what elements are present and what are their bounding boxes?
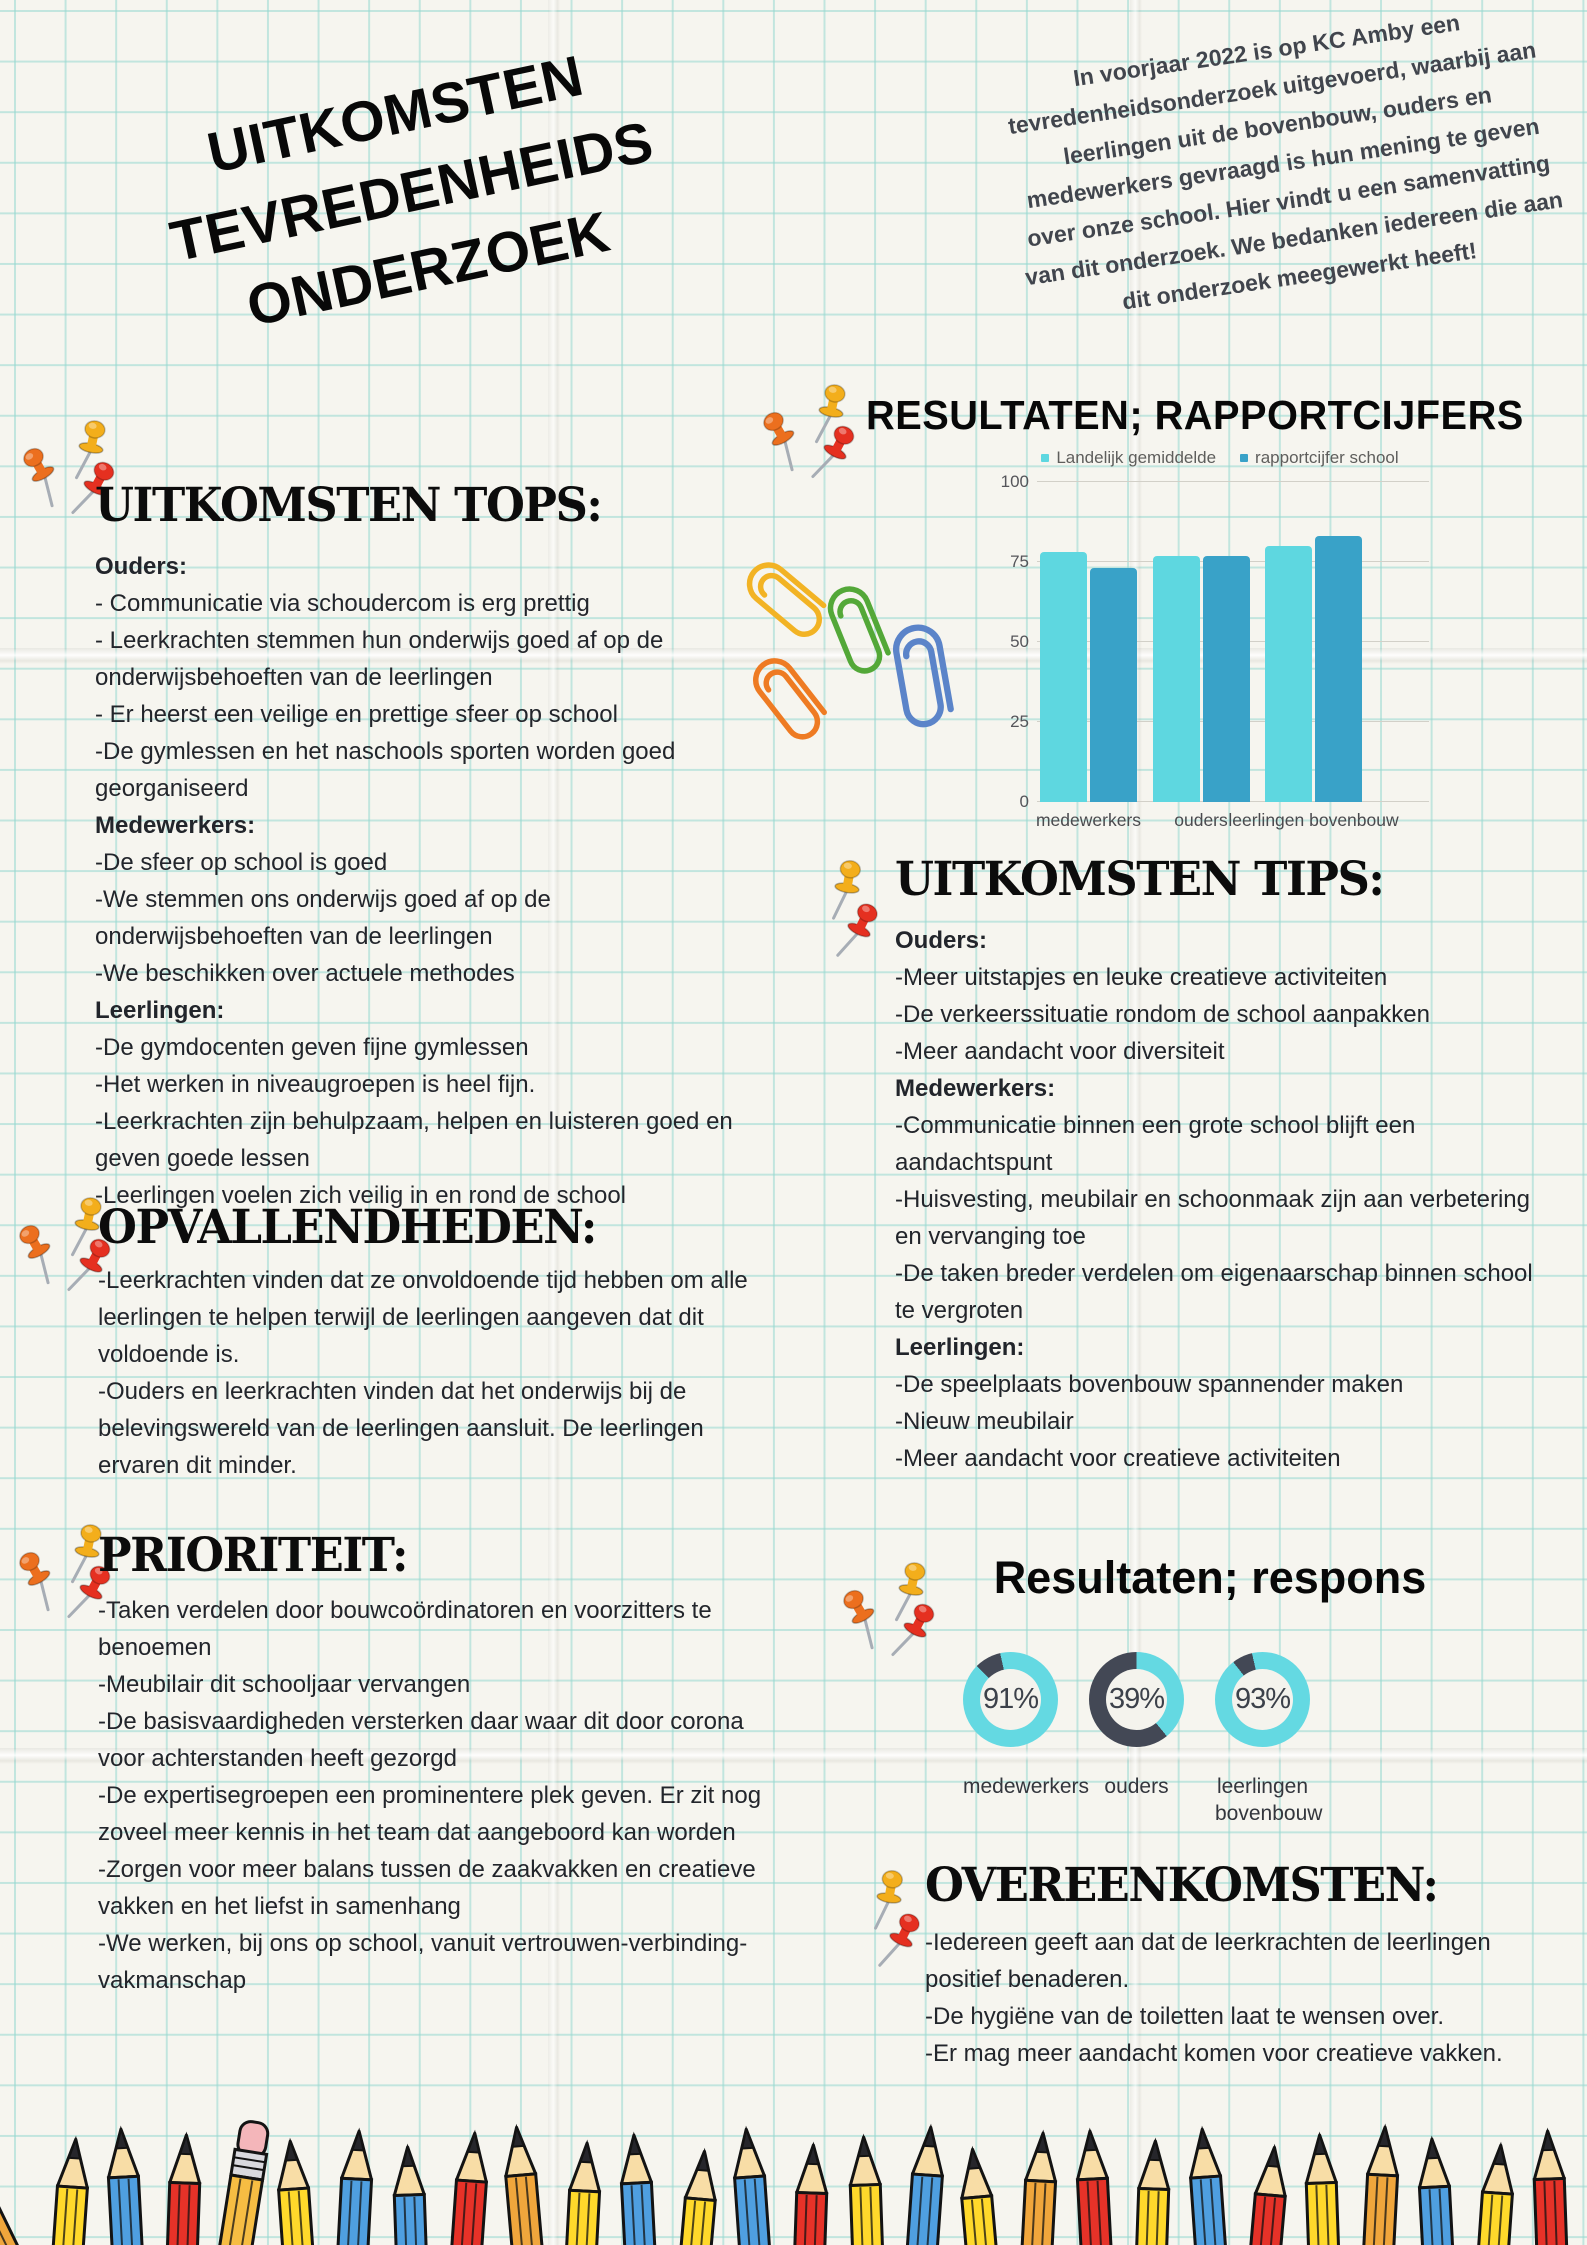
list-item: -Taken verdelen door bouwcoördinatoren e… [98, 1597, 712, 1661]
list-item: -Leerkrachten vinden dat ze onvoldoende … [98, 1267, 748, 1368]
list-item: -De expertisegroepen een prominentere pl… [98, 1782, 762, 1846]
list-item: -De hygiëne van de toiletten laat te wen… [925, 2003, 1444, 2030]
donut: 93% [1215, 1652, 1310, 1747]
list-item: -Leerlingen voelen zich veilig in en ron… [95, 1182, 626, 1209]
list-item: -Communicatie binnen een grote school bl… [895, 1112, 1416, 1176]
list-item: -Meubilair dit schooljaar vervangen [98, 1671, 471, 1698]
tips-list: Ouders: -Meer uitstapjes en leuke creatie… [895, 922, 1555, 1477]
list-item: -Er mag meer aandacht komen voor creatie… [925, 2040, 1503, 2067]
list-item: -De basisvaardigheden versterken daar wa… [98, 1708, 744, 1772]
prioriteit-list: -Taken verdelen door bouwcoördinatoren e… [98, 1592, 788, 1999]
respons-heading: Resultaten; respons [993, 1552, 1427, 1603]
list-item: - Leerkrachten stemmen hun onderwijs goe… [95, 627, 664, 691]
list-item: - Er heerst een veilige en prettige sfee… [95, 701, 618, 728]
list-item: Leerlingen: [95, 997, 225, 1024]
list-item: Ouders: [895, 927, 988, 954]
list-item: -De speelplaats bovenbouw spannender mak… [895, 1371, 1404, 1398]
overeenkomsten-list: -Iedereen geeft aan dat de leerkrachten … [925, 1924, 1565, 2072]
tips-heading: UITKOMSTEN TIPS: [895, 852, 1385, 907]
list-item: Medewerkers: [95, 812, 256, 839]
page-title: UITKOMSTEN TEVREDENHEIDS ONDERZOEK [94, 14, 730, 371]
list-item: -Leerkrachten zijn behulpzaam, helpen en… [95, 1108, 733, 1172]
pushpin-icon [762, 382, 872, 497]
overeenkomsten-heading: OVEREENKOMSTEN: [925, 1858, 1439, 1913]
donut: 39% [1089, 1652, 1184, 1747]
list-item: -De taken breder verdelen om eigenaarsch… [895, 1260, 1533, 1324]
intro-paragraph: In voorjaar 2022 is op KC Amby een tevre… [1006, 9, 1565, 315]
donut-label: ouders [1104, 1775, 1169, 1798]
list-item: -Het werken in niveaugroepen is heel fij… [95, 1071, 536, 1098]
list-item: -Meer aandacht voor diversiteit [895, 1038, 1225, 1065]
donut-value: 91% [982, 1683, 1039, 1715]
pushpin-icon [800, 858, 900, 970]
list-item: -De sfeer op school is goed [95, 849, 388, 876]
list-item: -We stemmen ons onderwijs goed af op de … [95, 886, 551, 950]
list-item: -De gymlessen en het naschools sporten w… [95, 738, 676, 802]
paperclip-icon [882, 612, 992, 772]
donut-value: 93% [1234, 1683, 1291, 1715]
list-item: -Nieuw meubilair [895, 1408, 1074, 1435]
tops-list: Ouders: - Communicatie via schoudercom is… [95, 548, 763, 1214]
list-item: Leerlingen: [895, 1334, 1025, 1361]
list-item: -De verkeerssituatie rondom de school aa… [895, 1001, 1430, 1028]
list-item: -We beschikken over actuele methodes [95, 960, 515, 987]
donut-value: 39% [1108, 1683, 1165, 1715]
list-item: -Iedereen geeft aan dat de leerkrachten … [925, 1929, 1491, 1993]
donut-label: leerlingen bovenbouw [1215, 1775, 1323, 1825]
donut-chart-row: 91% medewerkers 39% ouders 93% leerlinge… [963, 1652, 1323, 1827]
list-item: Medewerkers: [895, 1075, 1056, 1102]
donut: 91% [963, 1652, 1058, 1747]
bar-chart-plot: 0 25 50 75 100 medewerkers ouders leerlingen bo… [1001, 472, 1429, 830]
list-item: -Zorgen voor meer balans tussen de zaakv… [98, 1856, 756, 1920]
donut-wrap: 91% medewerkers [963, 1652, 1090, 1827]
opvallendheden-heading: OPVALLENDHEDEN: [98, 1200, 597, 1255]
bar-chart: Landelijk gemiddelde rapportcijfer school… [990, 448, 1450, 830]
donut-label: medewerkers [963, 1775, 1090, 1798]
list-item: -Huisvesting, meubilair en schoonmaak zi… [895, 1186, 1530, 1250]
prioriteit-heading: PRIORITEIT: [98, 1528, 408, 1583]
opvallendheden-list: -Leerkrachten vinden dat ze onvoldoende … [98, 1262, 788, 1484]
tops-heading: UITKOMSTEN TOPS: [95, 478, 603, 533]
list-item: - Communicatie via schoudercom is erg pr… [95, 590, 590, 617]
rapportcijfers-heading: RESULTATEN; RAPPORTCIJFERS [866, 392, 1524, 438]
donut-wrap: 93% leerlingen bovenbouw [1215, 1652, 1323, 1827]
list-item: -Meer aandacht voor creatieve activiteit… [895, 1445, 1341, 1472]
pencil-border [0, 2118, 1572, 2245]
list-item: -De gymdocenten geven fijne gymlessen [95, 1034, 529, 1061]
list-item: Ouders: [95, 553, 188, 580]
bar-chart-legend: Landelijk gemiddelde rapportcijfer school [990, 448, 1450, 468]
donut-wrap: 39% ouders [1089, 1652, 1184, 1827]
list-item: -Meer uitstapjes en leuke creatieve acti… [895, 964, 1388, 991]
list-item: -We werken, bij ons op school, vanuit ve… [98, 1930, 748, 1994]
list-item: -Ouders en leerkrachten vinden dat het o… [98, 1378, 704, 1479]
